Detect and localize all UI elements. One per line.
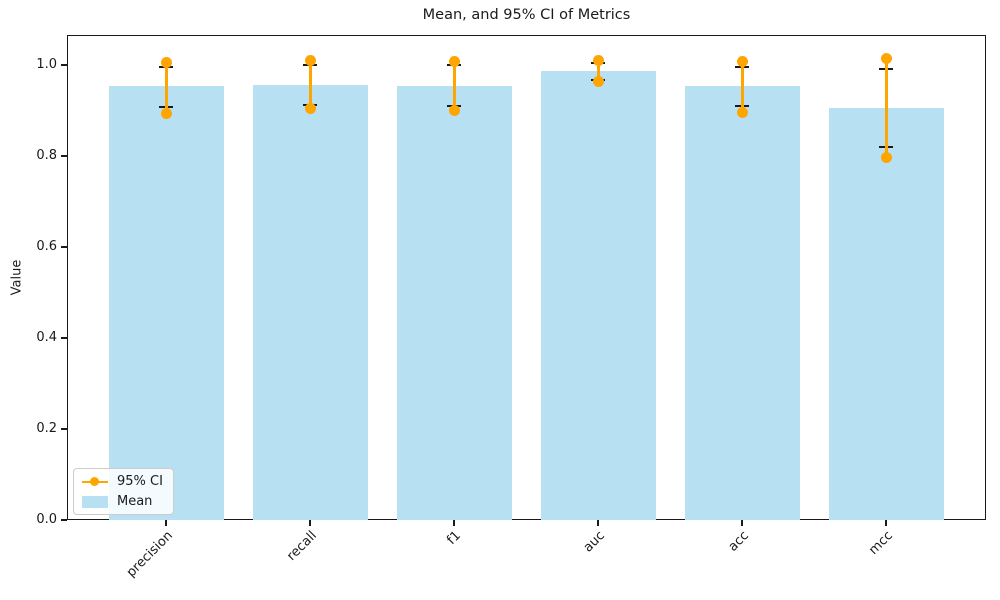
y-tick-mark [61, 428, 67, 430]
ci-dot-top-precision [160, 56, 172, 68]
bar-acc [684, 85, 800, 520]
ci-dot-bottom-mcc [880, 151, 892, 163]
x-tick-label-mcc: mcc [866, 528, 896, 558]
ci-line-acc [740, 61, 744, 113]
legend: 95% CI Mean [73, 468, 174, 515]
x-tick-label-recall: recall [284, 528, 320, 564]
ci-line-auc [596, 60, 600, 82]
x-tick-label-precision: precision [123, 528, 176, 581]
ci-dot-bottom-precision [160, 107, 172, 119]
bar-precision [108, 85, 224, 520]
y-tick-label: 0.8 [36, 148, 57, 164]
ci-dot-bottom-acc [736, 107, 748, 119]
bar-f1 [396, 85, 512, 520]
ci-dot-top-f1 [448, 55, 460, 67]
y-tick-label: 0.2 [36, 421, 57, 436]
legend-entry-ci: 95% CI [82, 474, 163, 489]
y-tick-mark [61, 246, 67, 248]
y-tick-label: 0.6 [36, 239, 57, 255]
x-tick-mark [597, 520, 599, 526]
ci-line-mcc [884, 58, 888, 158]
ci-dot-bottom-f1 [448, 105, 460, 117]
ci-dot-top-mcc [880, 53, 892, 65]
ci-line-recall [308, 60, 312, 109]
ci-swatch-dot-icon [90, 477, 99, 486]
y-tick-mark [61, 64, 67, 66]
legend-label-ci: 95% CI [117, 474, 163, 489]
y-tick-label: 0.0 [36, 512, 57, 527]
x-tick-label-acc: acc [725, 528, 752, 555]
bar-mcc [828, 107, 944, 520]
x-tick-mark [741, 520, 743, 526]
x-tick-label-f1: f1 [444, 528, 464, 548]
y-tick-mark [61, 337, 67, 339]
ci-dot-top-recall [304, 55, 316, 67]
y-tick-mark [61, 519, 67, 521]
y-tick-mark [61, 155, 67, 157]
mean-patch-swatch [82, 495, 108, 508]
ci-dot-top-auc [592, 55, 604, 67]
ci-line-swatch [82, 476, 108, 487]
ci-dot-bottom-recall [304, 103, 316, 115]
x-tick-mark [165, 520, 167, 526]
x-tick-label-auc: auc [580, 528, 608, 556]
ci-line-precision [164, 62, 168, 114]
y-tick-label: 0.4 [36, 330, 57, 345]
bar-recall [252, 85, 368, 520]
y-tick-label: 1.0 [36, 57, 57, 73]
chart-title: Mean, and 95% CI of Metrics [422, 7, 631, 23]
ci-dot-top-acc [736, 55, 748, 67]
legend-label-mean: Mean [117, 494, 153, 509]
ci-dot-bottom-auc [592, 76, 604, 88]
x-tick-mark [885, 520, 887, 526]
x-tick-mark [309, 520, 311, 526]
y-axis-label: Value [9, 259, 25, 296]
legend-entry-mean: Mean [82, 494, 163, 509]
bar-auc [540, 71, 656, 520]
ci-line-f1 [452, 61, 456, 111]
x-tick-mark [453, 520, 455, 526]
